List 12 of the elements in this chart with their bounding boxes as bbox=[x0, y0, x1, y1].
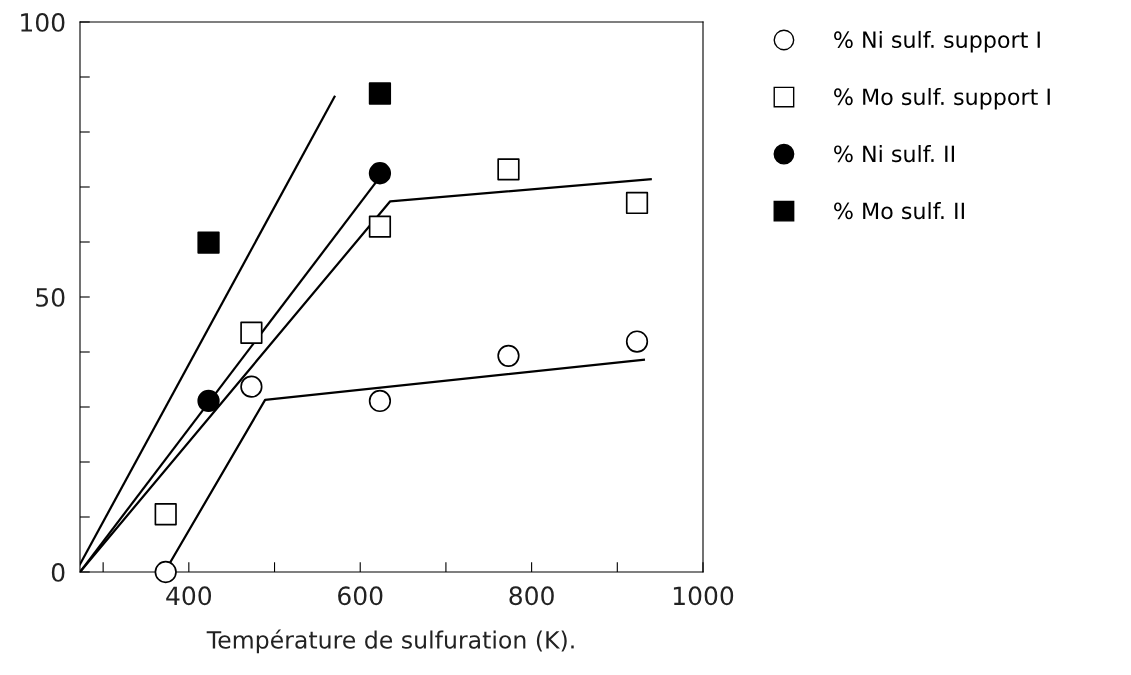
legend-label: % Mo sulf. II bbox=[834, 202, 964, 220]
y-tick-label: 0 bbox=[51, 562, 65, 582]
legend-label: % Ni sulf. support I bbox=[834, 30, 1040, 53]
y-tick-label: 50 bbox=[36, 287, 65, 307]
x-tick-label: 600 bbox=[338, 586, 383, 606]
x-tick-label: 1000 bbox=[673, 586, 734, 606]
x-axis-title: Température de sulfuration (K). bbox=[206, 629, 574, 654]
legend-label: % Mo sulf. support I bbox=[834, 87, 1050, 110]
y-tick-label: 100 bbox=[21, 12, 65, 32]
x-tick-label: 400 bbox=[166, 586, 212, 606]
x-tick-label: 800 bbox=[509, 586, 554, 606]
legend-label: % Ni sulf. II bbox=[834, 145, 954, 163]
